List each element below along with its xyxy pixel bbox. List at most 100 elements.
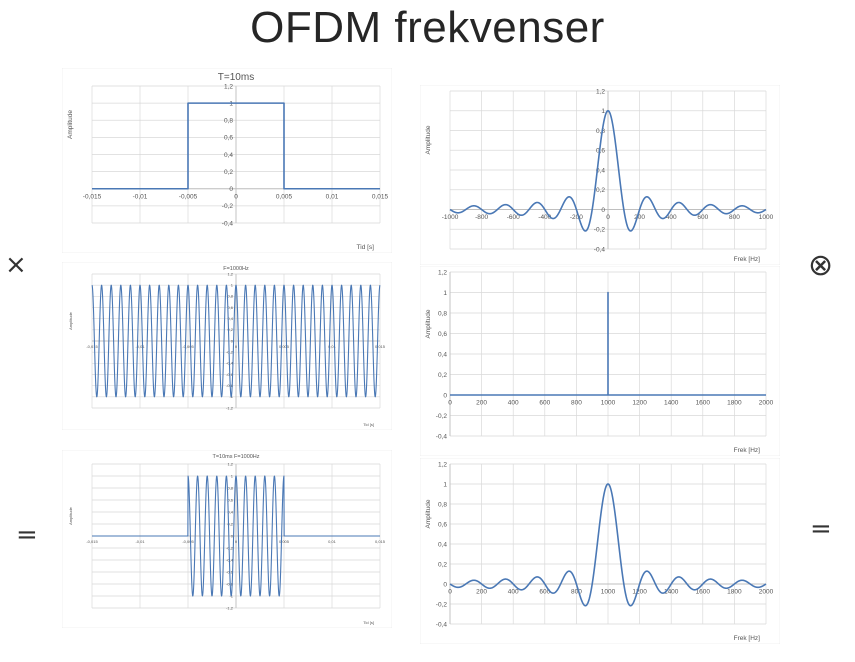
y-tick-label: 0,6	[438, 331, 447, 338]
y-tick-label: 0,4	[438, 351, 447, 358]
y-tick-label: 0	[443, 392, 447, 399]
series-line	[450, 291, 766, 396]
y-tick-label: 1,2	[438, 269, 447, 276]
y-tick-label: -0,4	[222, 220, 234, 227]
x-tick-label: -0,005	[182, 539, 194, 544]
x-tick-label: 400	[508, 400, 519, 407]
y-tick-label: 0,8	[596, 128, 605, 135]
chart-rect-pulse-time: 1,210,80,60,40,20-0,2-0,4-0,015 -0,01 -0,0…	[62, 68, 392, 253]
y-tick-label: 0,2	[438, 372, 447, 379]
y-tick-label: 0,6	[227, 497, 233, 502]
y-tick-label: 1	[231, 283, 234, 288]
chart-frame	[420, 266, 780, 456]
x-tick-label: 400	[508, 589, 519, 596]
x-axis-label: Tid [s]	[357, 244, 375, 251]
x-tick-label: -1000	[442, 214, 459, 221]
y-tick-label: 1	[443, 481, 447, 488]
x-tick-label: 200	[476, 400, 487, 407]
y-tick-label: 0,2	[224, 169, 233, 176]
y-tick-label: -0,4	[436, 433, 448, 440]
y-tick-label: -1,2	[226, 605, 234, 610]
x-tick-label: 0,005	[279, 539, 290, 544]
x-tick-label: 600	[539, 400, 550, 407]
y-tick-label: 0,4	[227, 509, 233, 514]
x-tick-label: -0,015	[83, 193, 102, 200]
x-tick-label: 0,01	[328, 344, 337, 349]
x-tick-label: 1600	[696, 400, 711, 407]
y-tick-label: -0,2	[222, 203, 234, 210]
y-tick-label: -0,2	[226, 350, 234, 355]
y-tick-label: 0,8	[227, 294, 233, 299]
y-tick-label: 0,4	[227, 316, 233, 321]
x-tick-label: 0	[448, 589, 452, 596]
x-tick-label: 2000	[759, 589, 774, 596]
x-tick-label: 600	[697, 214, 708, 221]
y-tick-label: -0,2	[436, 413, 448, 420]
x-tick-label: 600	[539, 589, 550, 596]
chart-frame	[62, 68, 392, 253]
x-tick-label: -0,015	[86, 539, 98, 544]
y-axis-label: Amplitude	[68, 311, 73, 330]
x-tick-label: -400	[538, 214, 551, 221]
y-tick-label: 0,8	[438, 501, 447, 508]
x-tick-label: -600	[507, 214, 520, 221]
x-tick-label: 400	[666, 214, 677, 221]
x-tick-label: 1800	[727, 400, 742, 407]
chart-delta-spectrum: 1,210,80,60,40,20-0,2-0,40 200 400 600 800 10…	[420, 266, 780, 456]
x-tick-label: -0,01	[135, 539, 145, 544]
chart-cosine-time: 1,210,80,60,40,20-0,2-0,4-0,6-0,8-1-1,2-…	[62, 262, 392, 430]
y-tick-label: 0,6	[596, 148, 605, 155]
x-axis-label: Frek [Hz]	[734, 635, 761, 642]
chart-title: T=10ms F=1000Hz	[212, 454, 259, 460]
x-tick-label: -0,005	[179, 193, 198, 200]
y-tick-label: 1	[601, 108, 605, 115]
x-tick-label: 1000	[759, 214, 774, 221]
y-axis-label: Amplitude	[68, 506, 73, 525]
x-tick-label: 200	[634, 214, 645, 221]
series-line	[91, 284, 381, 398]
y-tick-label: 0	[231, 338, 234, 343]
x-tick-label: 1000	[601, 400, 616, 407]
x-axis-label: Frek [Hz]	[734, 256, 761, 263]
x-axis-label: Tid [s]	[363, 620, 374, 625]
equals-symbol-right: =	[810, 514, 832, 544]
x-tick-label: 0,015	[375, 539, 386, 544]
y-tick-label: 0,6	[438, 521, 447, 528]
x-tick-label: 0	[234, 193, 238, 200]
y-tick-label: 1	[443, 290, 447, 297]
x-tick-label: 800	[571, 400, 582, 407]
y-axis-label: Amplitude	[67, 110, 74, 139]
y-axis-label: Amplitude	[425, 499, 432, 528]
y-axis-label: Amplitude	[425, 125, 432, 154]
y-tick-label: -0,2	[226, 545, 234, 550]
x-tick-label: 1400	[664, 589, 679, 596]
x-axis-label: Tid [s]	[363, 422, 374, 427]
x-tick-label: -800	[475, 214, 488, 221]
y-tick-label: 0,2	[596, 187, 605, 194]
x-tick-label: 800	[729, 214, 740, 221]
y-tick-label: 0,2	[227, 521, 233, 526]
x-tick-label: -0,01	[135, 344, 145, 349]
y-tick-label: -0,4	[594, 246, 606, 253]
multiply-symbol: ×	[5, 250, 27, 280]
y-tick-label: 1,2	[224, 83, 233, 90]
y-tick-label: 0,8	[227, 485, 233, 490]
y-tick-label: 1,2	[227, 271, 233, 276]
y-tick-label: -0,4	[436, 621, 448, 628]
x-tick-label: 0,01	[328, 539, 337, 544]
x-tick-label: 0	[235, 344, 238, 349]
x-tick-label: 0,005	[276, 193, 293, 200]
chart-sinc-spectrum: 1,210,80,60,40,20-0,2-0,4-1000 -800 -600 -4…	[420, 85, 780, 265]
x-tick-label: 1400	[664, 400, 679, 407]
y-tick-label: 1,2	[596, 88, 605, 95]
y-tick-label: 0	[601, 207, 605, 214]
y-axis-label: Amplitude	[425, 309, 432, 338]
y-tick-label: 0,4	[224, 152, 233, 159]
x-tick-label: 0	[448, 400, 452, 407]
y-tick-label: 0,2	[438, 561, 447, 568]
x-tick-label: 0	[235, 539, 238, 544]
x-tick-label: -0,01	[133, 193, 148, 200]
y-tick-label: 0	[229, 186, 233, 193]
y-tick-label: 0,8	[224, 118, 233, 125]
x-tick-label: 1600	[696, 589, 711, 596]
